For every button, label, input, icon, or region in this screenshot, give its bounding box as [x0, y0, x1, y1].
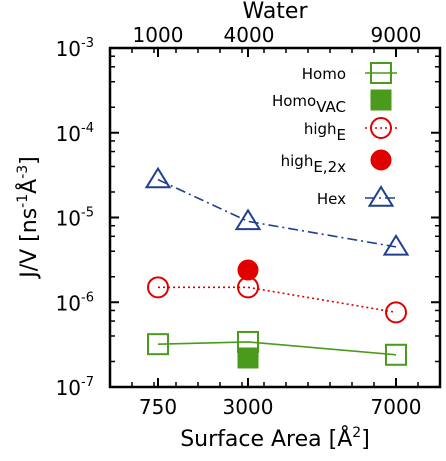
y-axis-label: J/V [ns-1Å-3]: [15, 156, 42, 280]
marker-open-circle: [385, 301, 407, 324]
marker-open-circle: [147, 276, 169, 299]
legend-label: Hex: [317, 190, 346, 208]
marker-filled-circle: [370, 149, 392, 171]
top-tick-label: 4000: [224, 23, 275, 47]
series-line: [157, 341, 397, 356]
marker-open-square: [370, 62, 392, 84]
marker-filled-square: [370, 89, 392, 111]
y-tick-label: 10-4: [56, 121, 94, 146]
y-tick-label: 10-5: [56, 206, 94, 231]
axis-ticks: 10-7 10-6 10-5 10-4 10-3 750 3000 7000 1000 4000 9…: [56, 23, 440, 419]
series-group: [144, 166, 410, 369]
series-line: [158, 286, 397, 314]
top-tick-label: 9000: [371, 23, 422, 47]
y-tick-label: 10-7: [56, 375, 94, 400]
legend-label: Homo: [302, 65, 346, 83]
top-axis-label: Water: [242, 0, 308, 24]
x-axis-label: Surface Area [Å2]: [180, 425, 370, 452]
marker-open-triangle: [367, 185, 395, 207]
x-tick-label: 3000: [223, 395, 274, 419]
y-tick-label: 10-6: [56, 290, 94, 315]
legend-label: highE: [304, 120, 346, 144]
marker-filled-circle: [237, 259, 259, 281]
marker-open-triangle: [144, 166, 172, 189]
marker-open-square: [147, 333, 169, 356]
top-tick-label: 1000: [133, 23, 184, 47]
series-2: [147, 276, 407, 324]
series-3: [237, 259, 259, 281]
legend-label: highE,2x: [281, 152, 346, 176]
x-tick-label: 750: [139, 395, 177, 419]
marker-open-square: [385, 343, 407, 366]
series-line: [157, 178, 397, 248]
series-4: [144, 166, 410, 256]
marker-open-circle: [370, 117, 392, 139]
legend-label: HomoVAC: [272, 92, 346, 116]
y-tick-label: 10-3: [56, 36, 94, 61]
x-tick-label: 7000: [371, 395, 422, 419]
marker-filled-square: [237, 347, 259, 369]
marker-open-triangle: [234, 208, 262, 231]
marker-open-triangle: [382, 233, 410, 256]
series-0: [147, 330, 407, 366]
series-1: [237, 347, 259, 369]
legend: Homo HomoVAC highE highE,2x Hex: [272, 62, 397, 208]
